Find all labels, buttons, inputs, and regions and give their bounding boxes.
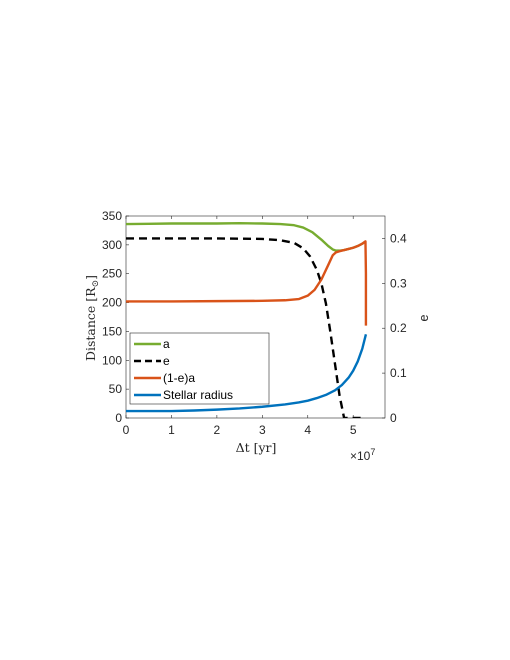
x-tick-label: 1	[168, 423, 175, 437]
x-tick-label: 4	[304, 423, 311, 437]
legend-label-a: a	[163, 337, 170, 351]
y-left-tick-label: 100	[102, 353, 122, 367]
series-line-e	[126, 237, 363, 418]
y-left-tick-label: 250	[102, 267, 122, 281]
y-right-tick-label: 0.1	[390, 366, 407, 380]
legend: a e (1-e)a Stellar radius	[129, 332, 270, 405]
y-left-tick-label: 350	[102, 209, 122, 223]
legend-entry-stellar-radius: Stellar radius	[134, 388, 233, 402]
legend-entry-e: e	[134, 354, 170, 368]
y-left-tick-label: 0	[115, 411, 122, 425]
x-axis-title: Δt [yr]	[236, 440, 277, 455]
y-left-tick-label: 300	[102, 238, 122, 252]
x-tick-label: 0	[123, 423, 130, 437]
y-left-tick-label: 150	[102, 324, 122, 338]
y-left-tick-label: 50	[109, 382, 123, 396]
y-left-tick-label: 200	[102, 296, 122, 310]
series-line-a	[126, 222, 367, 252]
series-line-stellar-radius	[126, 334, 368, 413]
axes	[125, 215, 386, 419]
x-tick-label: 5	[350, 423, 357, 437]
y-right-tick-label: 0	[390, 411, 397, 425]
plot-frame	[125, 215, 386, 419]
y-right-tick-label: 0.4	[390, 231, 407, 245]
legend-entry-a: a	[134, 337, 170, 351]
series-line-1-e-a	[126, 240, 368, 326]
legend-label-e: e	[163, 354, 170, 368]
y-left-axis-title: Distance [R⊙]	[83, 275, 101, 361]
legend-entry-1-e-a: (1-e)a	[134, 371, 195, 385]
x-tick-label: 3	[259, 423, 266, 437]
legend-label-1-e-a: (1-e)a	[163, 371, 195, 385]
y-right-axis-title: e	[417, 314, 431, 321]
legend-label-stellar-radius: Stellar radius	[163, 388, 233, 402]
y-right-tick-label: 0.3	[390, 276, 407, 290]
y-right-tick-label: 0.2	[390, 321, 407, 335]
series-layer	[126, 222, 368, 418]
x-multiplier-label: ×107	[350, 447, 375, 463]
x-tick-label: 2	[214, 423, 221, 437]
